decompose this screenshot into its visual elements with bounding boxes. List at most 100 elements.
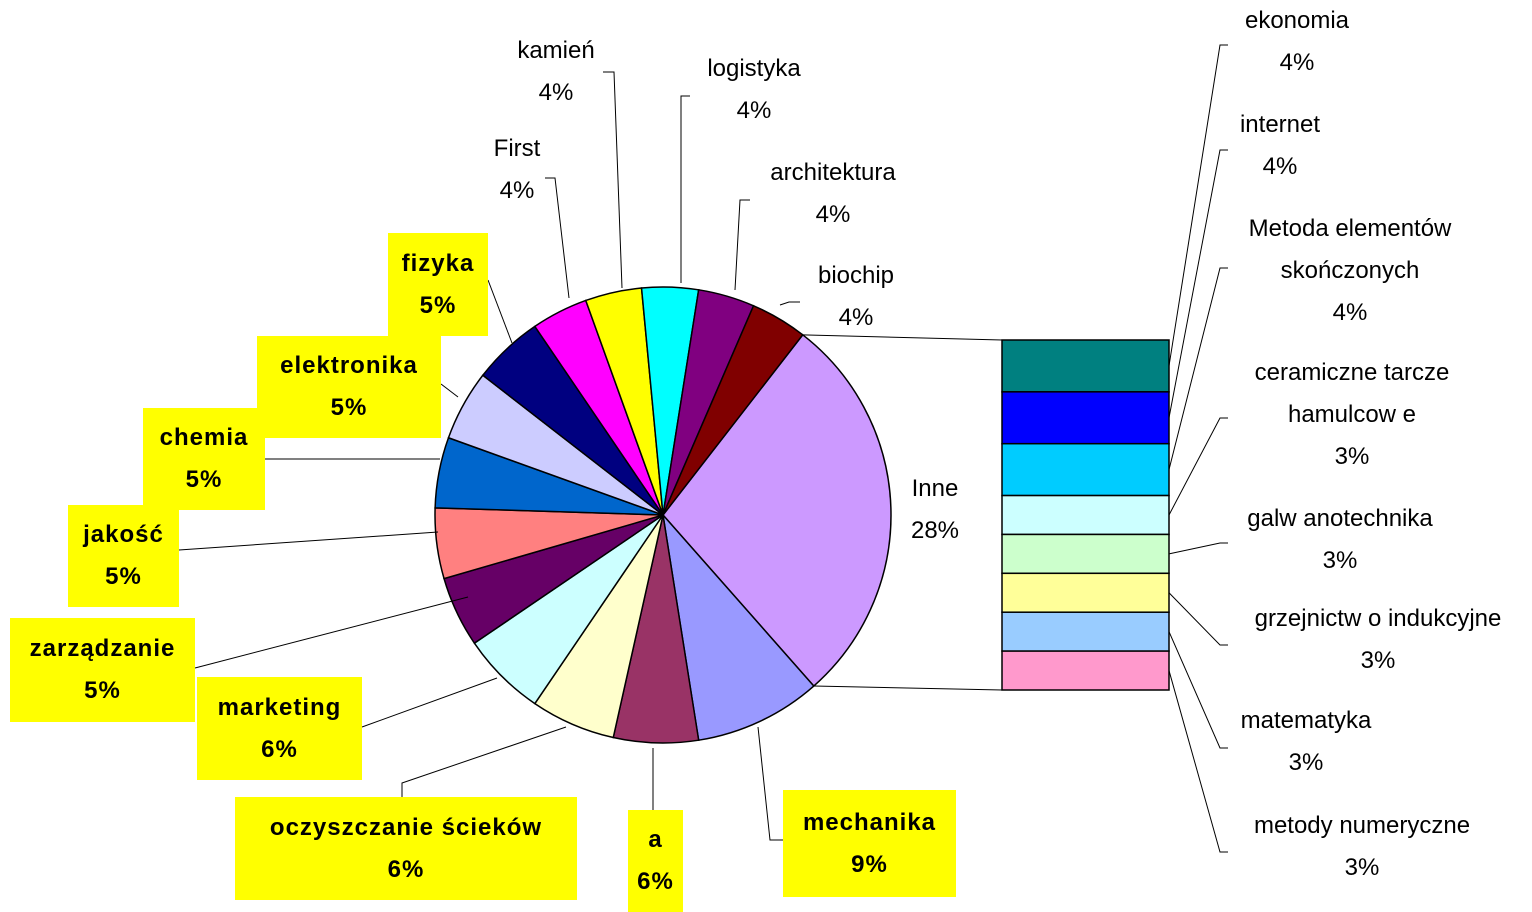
pie-label: fizyka 5% [388, 233, 488, 336]
category-label: ceramiczne tarcze hamulcow e [1254, 359, 1450, 428]
value-label: 4% [736, 97, 772, 124]
pie-label: mechanika 9% [783, 790, 956, 897]
leader-line [1168, 631, 1228, 749]
connector-line [813, 685, 1003, 691]
bar-label: metody numeryczne 3% [1222, 805, 1502, 889]
value-label: 3% [1344, 854, 1380, 881]
bar-label: grzejnictw o indukcyjne 3% [1218, 598, 1532, 682]
value-label: 5% [105, 563, 142, 590]
category-label: logistyka [707, 55, 801, 82]
category-label: mechanika [802, 808, 937, 836]
value-label: 4% [1279, 49, 1315, 76]
bar-segment [1001, 533, 1170, 575]
bar-label: internet 4% [1180, 104, 1380, 188]
pie-label: biochip 4% [796, 255, 916, 339]
leader-line [757, 726, 783, 841]
pie-label: logistyka 4% [684, 48, 824, 132]
leader-line [440, 383, 459, 398]
category-label: First [493, 135, 541, 162]
leader-line [1168, 149, 1228, 418]
leader-line [1168, 417, 1228, 516]
pie-label: kamień 4% [500, 30, 612, 114]
value-label: 4% [815, 201, 851, 228]
value-label: 3% [1334, 443, 1370, 470]
bar-segment [1001, 494, 1170, 536]
pie-label: oczyszczanie ścieków 6% [235, 797, 577, 900]
bar-label: galw anotechnika 3% [1210, 498, 1470, 582]
bar-label: Metoda elementów skończonych 4% [1220, 208, 1480, 334]
pie-slice [661, 512, 815, 742]
pie-label: architektura 4% [748, 152, 918, 236]
leader-line [178, 531, 439, 551]
value-label: 3% [1360, 647, 1396, 674]
pie-slice [662, 333, 892, 688]
leader-line [361, 677, 498, 728]
leader-line [603, 71, 623, 289]
bar-segment [1001, 442, 1170, 497]
connector-line [802, 334, 1003, 341]
leader-line [194, 596, 469, 669]
category-label: galw anotechnika [1247, 505, 1433, 532]
value-label: 4% [538, 79, 574, 106]
category-label: kamień [517, 37, 595, 64]
value-label: 3% [1288, 749, 1324, 776]
category-label: ekonomia [1244, 7, 1350, 34]
bar-segment [1001, 572, 1170, 613]
bar-label: matematyka 3% [1206, 700, 1406, 784]
value-label: 4% [1332, 299, 1368, 326]
pie-slice [662, 304, 804, 516]
value-label: 6% [387, 855, 425, 883]
leader-line [487, 279, 513, 344]
bar-label: ekonomia 4% [1197, 0, 1397, 84]
category-label: zarządzanie [29, 635, 176, 662]
leader-line [1168, 670, 1228, 853]
pie-label: marketing 6% [197, 677, 362, 780]
bar-segment [1001, 611, 1170, 652]
pie-label: zarządzanie 5% [10, 618, 195, 722]
value-label: 4% [838, 304, 874, 331]
category-label: fizyka [401, 249, 475, 277]
pie-label: jakość 5% [68, 505, 179, 607]
category-label: biochip [817, 262, 895, 289]
category-label: grzejnictw o indukcyjne [1254, 605, 1502, 632]
value-label: 4% [1262, 153, 1298, 180]
leader-line [1168, 44, 1228, 367]
category-label: matematyka [1240, 707, 1372, 734]
value-label: 9% [851, 850, 888, 878]
leader-line [779, 301, 800, 306]
leader-line [1168, 267, 1228, 470]
category-label: jakość [83, 521, 164, 548]
value-label: 5% [330, 394, 368, 421]
category-label: metody numeryczne [1253, 812, 1471, 839]
category-label: elektronika [280, 352, 418, 379]
bar-segment [1001, 339, 1170, 393]
category-label: marketing [217, 693, 342, 721]
value-label: 5% [185, 466, 223, 493]
leader-line [680, 95, 690, 283]
leader-line [401, 726, 567, 797]
pie-label: chemia 5% [143, 408, 265, 510]
category-label: oczyszczanie ścieków [269, 813, 543, 841]
leader-line [734, 199, 750, 291]
pie-label: a 6% [628, 810, 683, 912]
leader-line [1168, 592, 1228, 646]
bar-segment [1001, 391, 1170, 445]
value-label: 4% [499, 177, 535, 204]
bar-segment [1001, 650, 1170, 691]
bar-label: ceramiczne tarcze hamulcow e 3% [1222, 352, 1482, 478]
pie-label: First 4% [467, 128, 567, 212]
category-label: Metoda elementów skończonych [1248, 215, 1452, 284]
value-label: 5% [419, 291, 457, 319]
leader-line [545, 177, 570, 299]
value-label: 3% [1322, 547, 1358, 574]
category-label: architektura [770, 159, 896, 186]
value-label: 5% [84, 677, 121, 704]
pie-label: elektronika 5% [257, 336, 441, 438]
leader-line [1168, 542, 1228, 555]
category-label: a [648, 826, 663, 853]
category-label: Inne [911, 475, 959, 502]
category-label: chemia [159, 424, 249, 451]
value-label: 6% [637, 868, 674, 895]
